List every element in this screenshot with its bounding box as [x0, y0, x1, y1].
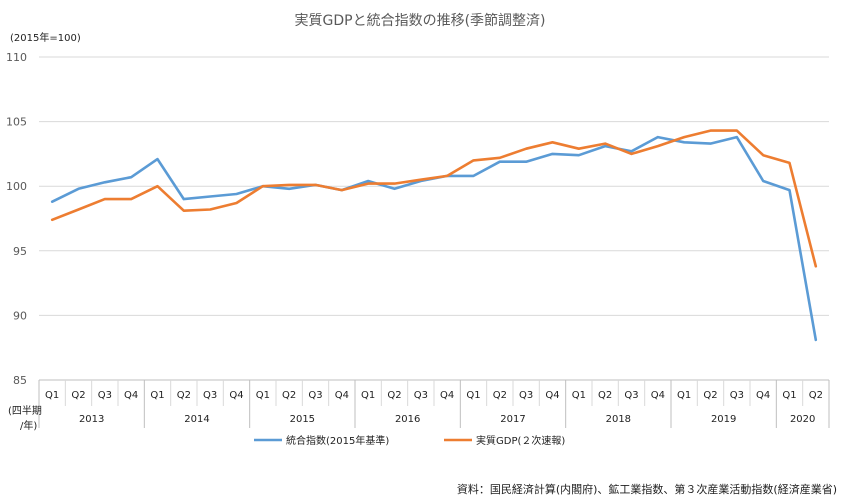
x-quarter-label: Q3 [519, 390, 533, 401]
x-quarter-label: Q2 [809, 390, 823, 401]
x-quarter-label: Q4 [545, 390, 559, 401]
x-axis-label-line2: /年) [20, 419, 37, 432]
x-year-label: 2014 [184, 414, 209, 425]
gridlines [39, 56, 829, 381]
x-quarter-label: Q4 [440, 390, 454, 401]
y-tick-label: 110 [6, 51, 27, 64]
legend: 統合指数(2015年基準) 実質GDP(２次速報) [254, 434, 565, 447]
y-tick-label: 100 [6, 180, 27, 193]
x-quarter-label: Q1 [45, 390, 59, 401]
x-quarter-label: Q2 [177, 390, 191, 401]
source-note: 資料：国民経済計算(内閣府)、鉱工業指数、第３次産業活動指数(経済産業省) [456, 483, 837, 496]
x-quarter-label: Q1 [256, 390, 270, 401]
x-quarter-label: Q2 [387, 390, 401, 401]
x-quarter-label: Q3 [308, 390, 322, 401]
series-line-1 [50, 135, 818, 342]
x-axis: 2013 2014 2015 2016 2017 2018 2019 2020 Q1 Q2 Q3 Q4… [38, 380, 830, 428]
x-quarter-label: Q2 [703, 390, 717, 401]
x-year-label: 2013 [79, 414, 104, 425]
legend-label: 実質GDP(２次速報) [476, 434, 565, 447]
x-quarter-label: Q3 [624, 390, 638, 401]
x-year-label: 2019 [711, 414, 736, 425]
y-tick-label: 90 [13, 309, 27, 322]
x-quarter-label: Q1 [466, 390, 480, 401]
x-quarter-label: Q1 [572, 390, 586, 401]
x-year-label: 2017 [500, 414, 525, 425]
x-quarter-label: Q1 [361, 390, 375, 401]
x-quarter-label: Q4 [335, 390, 349, 401]
legend-label: 統合指数(2015年基準) [286, 434, 389, 447]
x-quarter-label: Q2 [282, 390, 296, 401]
x-year-label: 2016 [395, 414, 420, 425]
series-lines [50, 129, 818, 342]
series-line-2 [50, 129, 818, 268]
x-year-label: 2020 [790, 414, 815, 425]
x-quarter-label: Q3 [730, 390, 744, 401]
y-tick-label: 85 [13, 374, 27, 387]
x-quarter-label: Q4 [229, 390, 243, 401]
x-quarter-label: Q3 [414, 390, 428, 401]
y-tick-label: 105 [6, 116, 27, 129]
x-quarter-label: Q4 [756, 390, 770, 401]
x-quarter-label: Q2 [493, 390, 507, 401]
x-year-label: 2018 [606, 414, 631, 425]
x-quarter-label: Q4 [124, 390, 138, 401]
x-quarter-label: Q3 [203, 390, 217, 401]
x-quarter-label: Q2 [598, 390, 612, 401]
x-quarter-label: Q4 [651, 390, 665, 401]
x-quarter-label: Q2 [71, 390, 85, 401]
x-axis-label-line1: (四半期 [8, 404, 42, 417]
x-quarter-label: Q1 [782, 390, 796, 401]
y-axis-ticks: 85 90 95 100 105 110 [6, 51, 27, 387]
x-year-label: 2015 [290, 414, 315, 425]
chart-title: 実質GDPと統合指数の推移(季節調整済) [295, 12, 546, 29]
y-tick-label: 95 [13, 245, 27, 258]
x-quarter-label: Q3 [98, 390, 112, 401]
x-quarter-label: Q1 [677, 390, 691, 401]
y-axis-unit-label: (2015年=100) [10, 31, 81, 44]
x-quarter-label: Q1 [150, 390, 164, 401]
